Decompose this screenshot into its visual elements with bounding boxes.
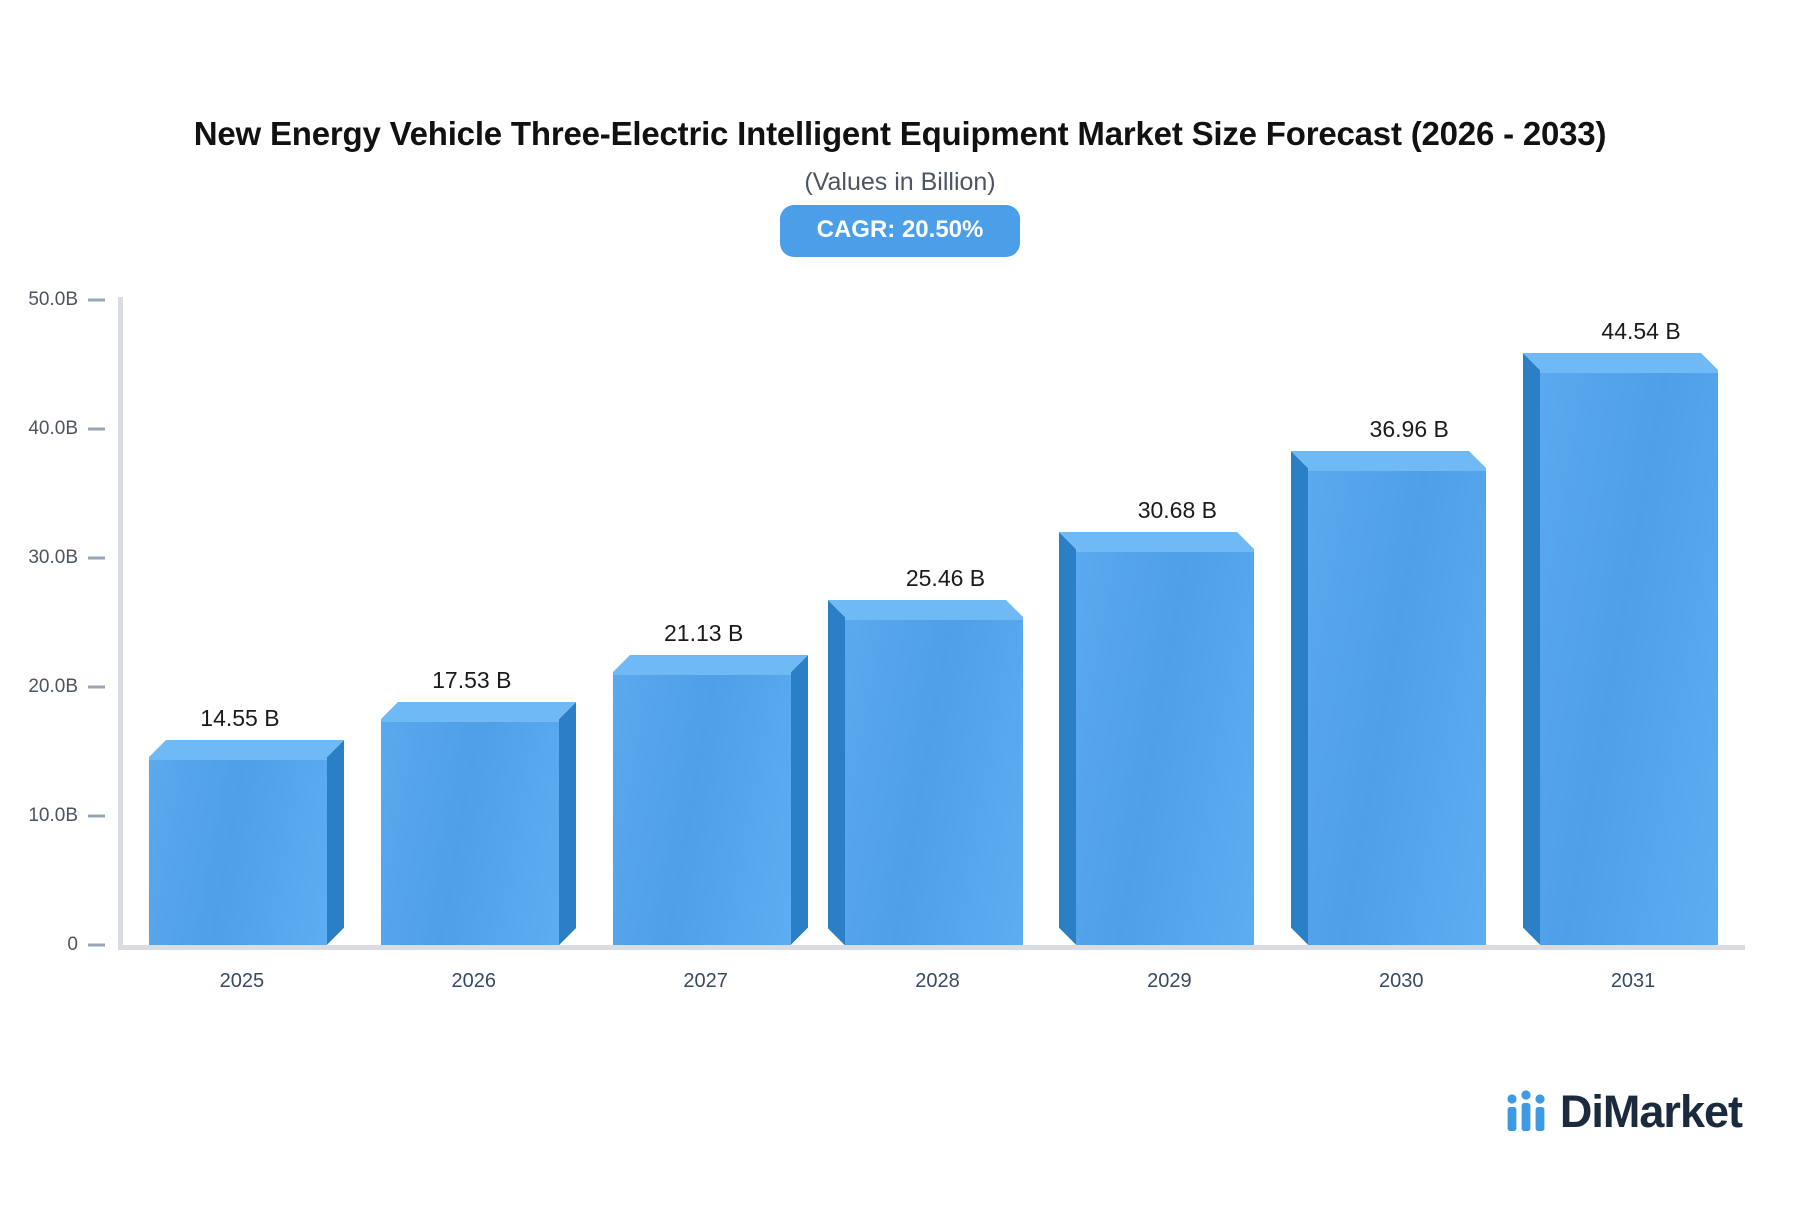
y-axis-tick-mark: [88, 943, 105, 947]
bar[interactable]: [380, 701, 576, 945]
cagr-badge-container: CAGR: 20.50%: [0, 204, 1800, 257]
x-axis-tick-label: 2025: [219, 970, 265, 992]
logo-text: DiMarket: [1559, 1086, 1743, 1137]
x-axis-tick-label: 2026: [451, 970, 497, 992]
cagr-badge: CAGR: 20.50%: [779, 204, 1021, 257]
bar-side-face: [558, 701, 576, 945]
bar-side-face: [1523, 353, 1541, 945]
bar-chart-icon: [1507, 1089, 1545, 1131]
bar-front-face: [148, 757, 327, 945]
bar[interactable]: [827, 599, 1023, 945]
bar-side-face: [326, 740, 344, 945]
bar-top-face: [612, 655, 808, 673]
bar[interactable]: [1291, 451, 1487, 945]
bar-value-label: 36.96 B: [1369, 416, 1449, 443]
bar-front-face: [844, 616, 1023, 945]
y-axis-tick-mark: [88, 556, 105, 560]
bar-side-face: [1291, 451, 1309, 945]
bar-value-label: 44.54 B: [1601, 318, 1681, 345]
bar-top-face: [380, 701, 576, 719]
y-axis-tick-label: 10.0B: [28, 805, 78, 826]
bar-value-label: 21.13 B: [663, 620, 744, 647]
y-axis-line: [118, 297, 123, 948]
x-axis-line: [118, 945, 1745, 950]
y-axis-tick-mark: [88, 298, 105, 302]
dimarket-logo: DiMarket: [1506, 1086, 1743, 1137]
y-axis-tick-mark: [88, 427, 105, 431]
bar-top-face: [1523, 353, 1719, 371]
bar-side-face: [1059, 532, 1077, 945]
bar-top-face: [148, 740, 344, 758]
bar-front-face: [380, 718, 559, 945]
bar-top-face: [1291, 451, 1487, 469]
y-axis-tick-label: 0: [67, 934, 78, 955]
bar-side-face: [790, 655, 808, 945]
bar-front-face: [612, 672, 791, 945]
bar[interactable]: [612, 655, 808, 945]
x-axis-tick-label: 2031: [1610, 970, 1656, 992]
y-axis-tick-label: 50.0B: [28, 289, 78, 310]
y-axis-tick-mark: [88, 685, 105, 689]
bar-front-face: [1076, 549, 1255, 945]
bar[interactable]: [1059, 532, 1255, 945]
bar-top-face: [1059, 532, 1255, 550]
bar[interactable]: [1523, 353, 1719, 945]
bar-side-face: [827, 599, 845, 945]
bar-value-label: 14.55 B: [200, 705, 280, 732]
y-axis-tick-label: 20.0B: [28, 676, 78, 697]
x-axis-tick-label: 2030: [1378, 970, 1424, 992]
x-axis-tick-label: 2028: [915, 970, 960, 992]
bar[interactable]: [148, 740, 344, 945]
bar-front-face: [1540, 370, 1719, 945]
y-axis-tick-mark: [88, 814, 105, 818]
bar-value-label: 30.68 B: [1137, 497, 1217, 524]
bar-front-face: [1308, 468, 1487, 945]
bar-top-face: [827, 599, 1023, 617]
y-axis-tick-label: 40.0B: [28, 418, 78, 439]
x-axis-tick-label: 2027: [683, 970, 728, 992]
y-axis-tick-label: 30.0B: [28, 547, 78, 568]
x-axis-tick-label: 2029: [1147, 970, 1192, 992]
chart-subtitle: (Values in Billion): [804, 167, 996, 196]
bar-value-label: 17.53 B: [432, 666, 512, 693]
title-block: New Energy Vehicle Three-Electric Intell…: [0, 112, 1800, 257]
page-title: New Energy Vehicle Three-Electric Intell…: [193, 115, 1607, 152]
bar-value-label: 25.46 B: [905, 564, 986, 591]
